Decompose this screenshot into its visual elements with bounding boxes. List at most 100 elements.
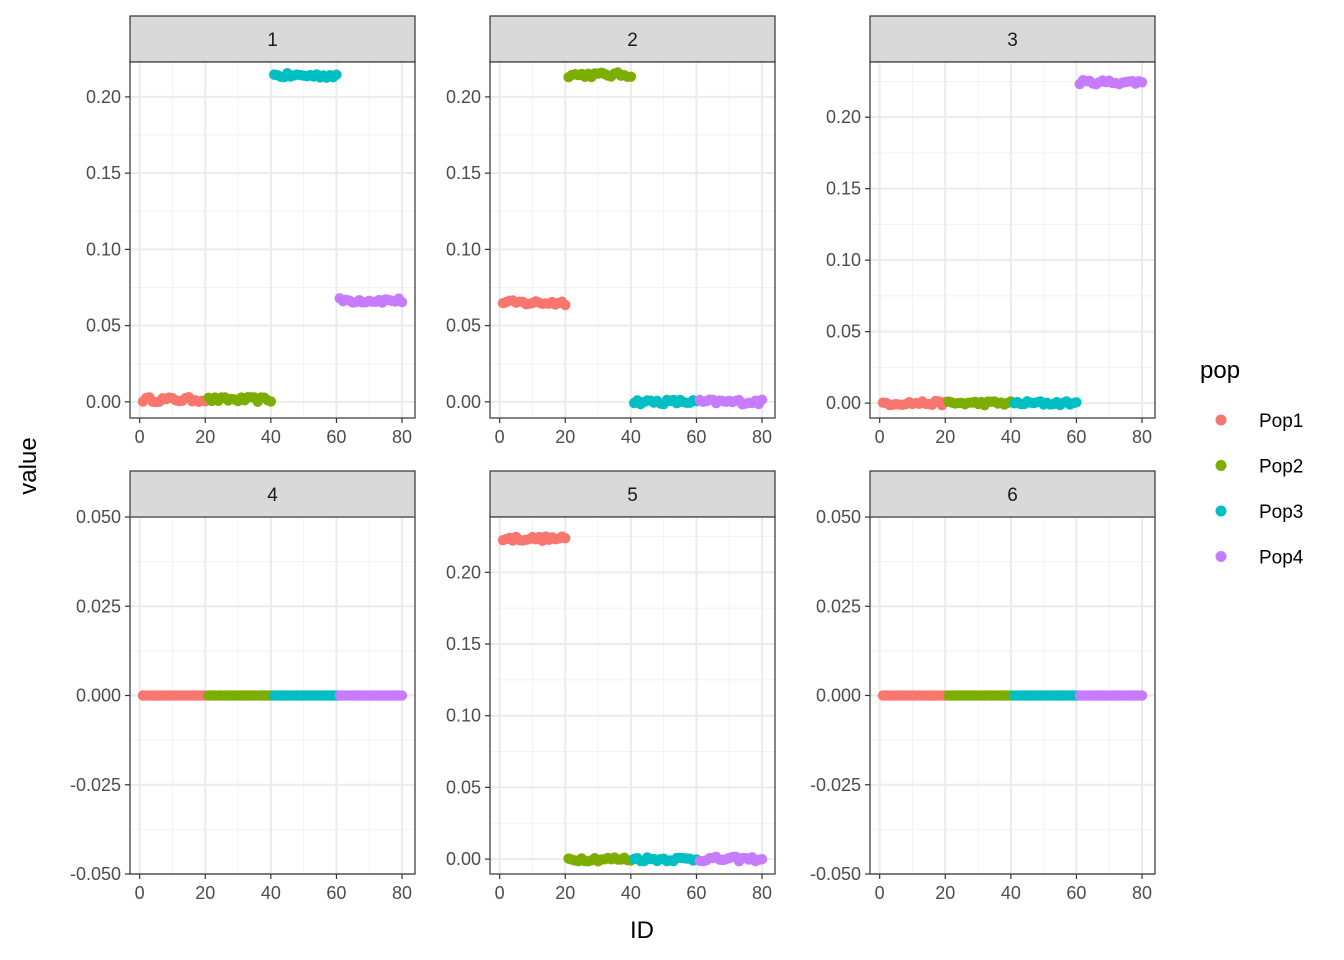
x-tick-label: 80 — [392, 427, 412, 447]
facet-panel-1: 1 0 20 40 60 80 0.00 0.05 0.10 0.15 0.20 — [86, 15, 416, 447]
x-tick-label: 40 — [1001, 427, 1021, 447]
data-point-pop3 — [331, 69, 342, 80]
facet-strip — [129, 470, 416, 518]
data-point-pop4 — [756, 394, 768, 405]
x-tick-label: 40 — [621, 883, 641, 903]
y-tick-label: -0.050 — [810, 864, 861, 884]
x-tick-label: 60 — [1066, 883, 1086, 903]
x-tick-label: 40 — [621, 427, 641, 447]
data-point-pop4 — [396, 296, 408, 308]
y-tick-label: 0.20 — [446, 562, 481, 582]
panel-background — [490, 517, 775, 874]
legend-label: Pop3 — [1259, 502, 1303, 523]
x-tick-label: 20 — [195, 883, 215, 903]
facet-strip — [869, 15, 1156, 63]
x-tick-label: 80 — [752, 427, 772, 447]
x-tick-label: 60 — [326, 427, 346, 447]
x-tick-label: 20 — [935, 883, 955, 903]
panel-border — [129, 61, 416, 419]
y-tick-label: 0.20 — [826, 107, 861, 127]
y-tick-label: 0.00 — [86, 392, 121, 412]
x-tick-label: 0 — [135, 427, 145, 447]
y-tick-label: 0.15 — [86, 163, 121, 183]
x-tick-label: 60 — [686, 427, 706, 447]
y-tick-label: 0.10 — [86, 239, 121, 259]
facet-panel-2: 20 20 40 60 800.000.050.100.150.20 — [446, 15, 776, 447]
y-tick-label: 0.05 — [446, 316, 481, 336]
data-point-pop3 — [1071, 397, 1082, 408]
legend-label: Pop4 — [1259, 548, 1304, 569]
data-point-pop4 — [396, 690, 408, 701]
data-points — [497, 67, 768, 410]
facet-strip-label: 4 — [267, 485, 278, 506]
data-point-pop4 — [1136, 690, 1148, 701]
x-tick-label: 80 — [1132, 883, 1152, 903]
x-tick-label: 40 — [261, 883, 281, 903]
x-axis-title: ID — [630, 917, 654, 944]
legend-item-pop2: Pop2 — [1215, 457, 1303, 478]
data-point-pop1 — [560, 299, 571, 311]
y-tick-label: 0.05 — [446, 777, 481, 797]
y-tick-label: 0.025 — [76, 596, 121, 616]
facet-panel-5: 5 0 20 40 60 80 0.00 0.05 0.10 0.15 0.20 — [446, 470, 776, 903]
legend-item-pop1: Pop1 — [1215, 411, 1303, 432]
x-tick-label: 80 — [392, 883, 412, 903]
x-tick-label: 80 — [752, 883, 772, 903]
panel-background — [870, 62, 1155, 418]
y-tick-label: 0.000 — [76, 686, 121, 706]
y-tick-label: 0.10 — [446, 706, 481, 726]
x-tick-label: 40 — [261, 427, 281, 447]
y-tick-label: -0.025 — [810, 775, 861, 795]
x-tick-label: 60 — [686, 883, 706, 903]
y-tick-label: 0.025 — [816, 596, 861, 616]
y-tick-label: 0.15 — [446, 163, 481, 183]
y-tick-label: -0.050 — [70, 864, 121, 884]
x-tick-label: 20 — [555, 427, 575, 447]
y-tick-label: 0.15 — [446, 634, 481, 654]
facet-strip — [129, 15, 416, 63]
y-tick-label: 0.05 — [826, 322, 861, 342]
legend-title: pop — [1200, 357, 1240, 384]
x-tick-label: 20 — [935, 427, 955, 447]
data-point-pop1 — [560, 532, 571, 544]
legend-label: Pop2 — [1259, 457, 1303, 478]
x-tick-label: 40 — [1001, 883, 1021, 903]
y-tick-label: 0.00 — [446, 849, 481, 869]
x-tick-label: 20 — [195, 427, 215, 447]
facet-strip-label: 1 — [267, 30, 278, 51]
data-points — [877, 74, 1148, 411]
data-points — [877, 690, 1148, 701]
y-tick-label: 0.000 — [816, 686, 861, 706]
facet-strip-label: 2 — [627, 30, 638, 51]
data-point-pop2 — [625, 71, 637, 82]
x-tick-label: 80 — [1132, 427, 1152, 447]
legend-key — [1215, 414, 1227, 426]
panel-border — [489, 516, 776, 875]
y-tick-label: 0.10 — [446, 239, 481, 259]
x-tick-label: 60 — [1066, 427, 1086, 447]
x-tick-label: 20 — [555, 883, 575, 903]
y-tick-label: 0.050 — [76, 507, 121, 527]
panel-border — [489, 61, 776, 419]
panel-background — [130, 62, 415, 418]
y-tick-label: 0.15 — [826, 179, 861, 199]
legend: pop Pop1 Pop2 Pop3 Pop4 — [1200, 357, 1304, 569]
data-point-pop4 — [756, 853, 768, 865]
legend-key — [1215, 460, 1227, 471]
x-tick-label: 60 — [326, 883, 346, 903]
y-tick-label: 0.10 — [826, 250, 861, 270]
data-points — [497, 531, 768, 867]
panel-border — [869, 61, 1156, 419]
y-tick-label: 0.050 — [816, 507, 861, 527]
y-tick-label: -0.025 — [70, 775, 121, 795]
legend-label: Pop1 — [1259, 411, 1303, 432]
x-tick-label: 0 — [875, 883, 885, 903]
facet-strip-label: 5 — [627, 485, 638, 506]
y-tick-label: 0.05 — [86, 316, 121, 336]
data-point-pop4 — [1136, 77, 1148, 88]
data-points — [137, 67, 408, 408]
facet-strip-label: 6 — [1007, 485, 1018, 506]
